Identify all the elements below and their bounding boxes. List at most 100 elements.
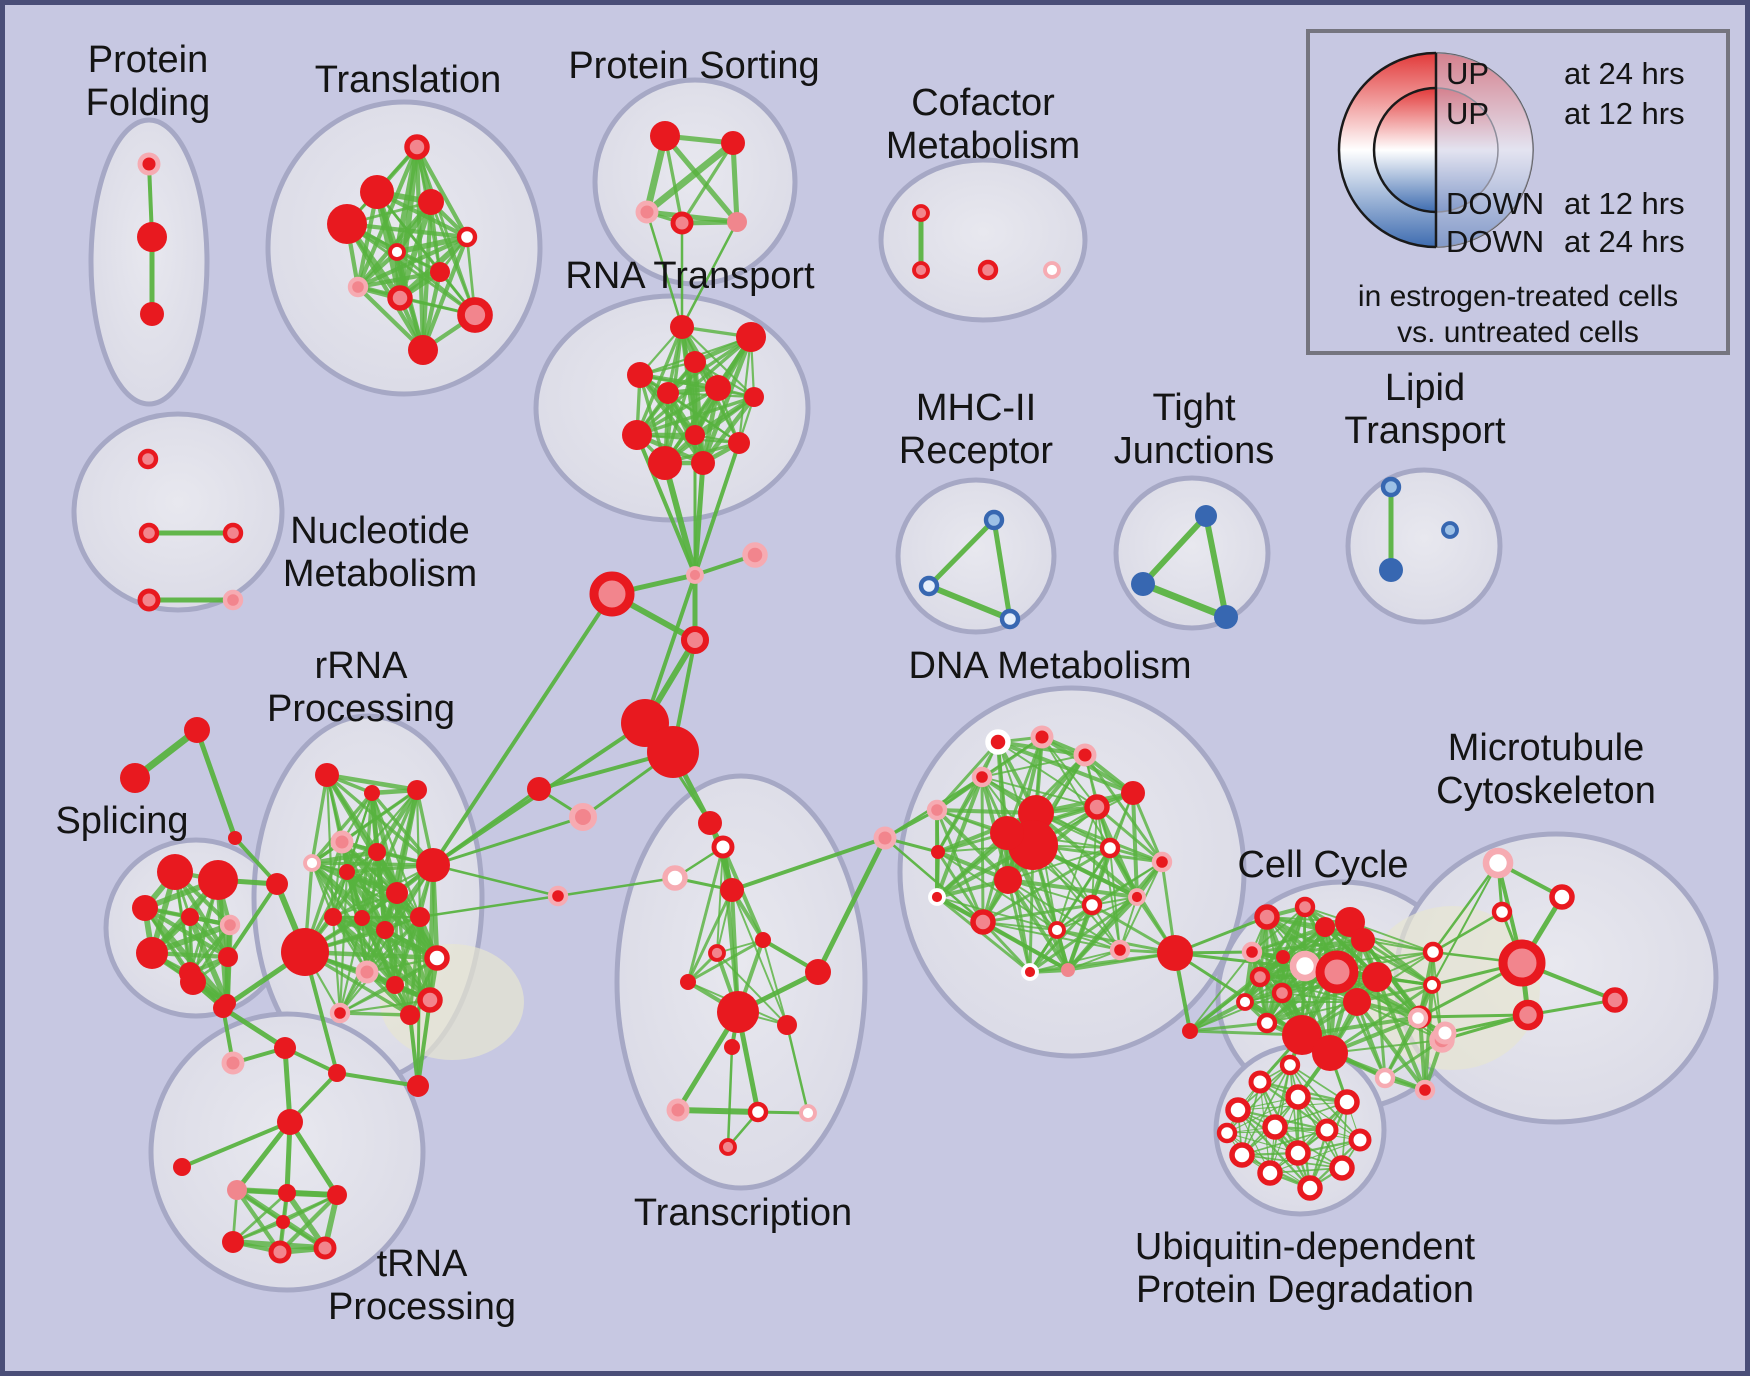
cluster-nm (71, 411, 285, 613)
edge (1308, 1100, 1349, 1190)
node-tn14 (276, 1215, 290, 1229)
cluster-label-cf-line2: Metabolism (886, 125, 1080, 167)
edge (345, 222, 477, 317)
node-k17 (1282, 1015, 1322, 1055)
edge (1007, 847, 1111, 881)
edge (431, 863, 560, 898)
edge (1065, 894, 1140, 973)
edge (730, 140, 740, 225)
edge (344, 221, 426, 353)
edge (394, 234, 470, 255)
node-rr8 (416, 848, 450, 882)
node-r5 (657, 382, 679, 404)
node-rr7 (339, 864, 355, 880)
cluster-label-lt-line2: Transport (1344, 410, 1506, 452)
cluster-tc (614, 773, 868, 1191)
node-mt2 (1549, 884, 1575, 910)
node-tx1 (698, 811, 722, 835)
cluster-label-ub-line2: Protein Degradation (1136, 1269, 1474, 1311)
edge (220, 1005, 288, 1051)
legend-time-2: at 12 hrs (1564, 96, 1685, 131)
edge (981, 776, 1098, 808)
edge (338, 1011, 412, 1017)
edge (1431, 862, 1499, 986)
cluster-label-mh-line1: MHC-II (916, 387, 1036, 429)
node-u4 (1225, 1097, 1251, 1123)
cluster-label-rp-line1: rRNA (315, 645, 409, 687)
edge (415, 788, 422, 919)
node-tx2 (711, 835, 735, 859)
node-rr15 (424, 945, 450, 971)
node-u11 (1329, 1155, 1355, 1181)
edge (1418, 1013, 1530, 1019)
edge (726, 1045, 734, 1149)
node-mi2 (568, 802, 598, 832)
node-t7 (430, 262, 450, 282)
edge (1431, 861, 1500, 954)
edge (1131, 791, 1164, 864)
cluster-ps (592, 77, 798, 287)
node-l2 (1379, 558, 1403, 582)
edge (981, 903, 1094, 924)
edge (926, 583, 1013, 622)
node-c2 (912, 261, 930, 279)
node-rr20 (400, 1005, 420, 1025)
edge (1140, 513, 1209, 587)
node-d19 (1048, 921, 1066, 939)
node-g1 (184, 717, 210, 743)
cluster-label-nm-line1: Nucleotide (290, 510, 470, 552)
node-pf3 (140, 302, 164, 326)
edge (936, 896, 1058, 931)
edge (785, 1023, 810, 1115)
edge (936, 850, 985, 924)
edge (234, 1187, 283, 1255)
node-m1 (983, 509, 1005, 531)
node-k11 (1315, 917, 1335, 937)
legend-direction-4: DOWN (1446, 224, 1544, 259)
edge (643, 573, 697, 725)
edge (1361, 938, 1434, 987)
node-rr3 (407, 780, 427, 800)
edge (686, 845, 725, 984)
edge (431, 815, 585, 867)
node-u10 (1257, 1160, 1283, 1186)
edge (693, 441, 741, 577)
edge (936, 775, 984, 854)
node-d2 (1030, 725, 1054, 749)
edge (331, 840, 344, 919)
edge (310, 861, 435, 867)
node-k14 (1351, 928, 1375, 952)
node-d6 (1121, 781, 1145, 805)
edge (1096, 806, 1121, 951)
edge (680, 141, 735, 225)
node-d5 (926, 799, 948, 821)
node-r8 (622, 420, 652, 450)
edge (926, 517, 997, 589)
node-m2 (918, 575, 940, 597)
node-d21 (1061, 963, 1075, 977)
node-r3 (684, 351, 706, 373)
edge (335, 1071, 420, 1088)
edge (686, 888, 734, 984)
node-rr11 (354, 910, 370, 926)
cluster-label-nm-line2: Metabolism (283, 553, 477, 595)
node-s3 (635, 200, 659, 224)
node-r4 (627, 362, 653, 388)
node-rr4 (330, 830, 354, 854)
node-rr12 (376, 921, 394, 939)
edge (234, 1119, 293, 1193)
legend-direction-2: UP (1446, 96, 1489, 131)
cluster-label-tj-line2: Junctions (1114, 430, 1275, 472)
edge (355, 234, 470, 290)
node-t6 (388, 243, 406, 261)
cluster-label-cc-line1: Cell Cycle (1237, 844, 1408, 886)
cluster-label-mc-line2: Cytoskeleton (1436, 770, 1656, 812)
node-mt6 (1602, 987, 1628, 1013)
node-tx11 (724, 1039, 740, 1055)
node-d7 (1084, 794, 1110, 820)
edge (383, 928, 412, 1017)
node-tn13 (313, 1236, 337, 1260)
node-mt5 (1512, 999, 1544, 1031)
node-l3 (1441, 521, 1459, 539)
